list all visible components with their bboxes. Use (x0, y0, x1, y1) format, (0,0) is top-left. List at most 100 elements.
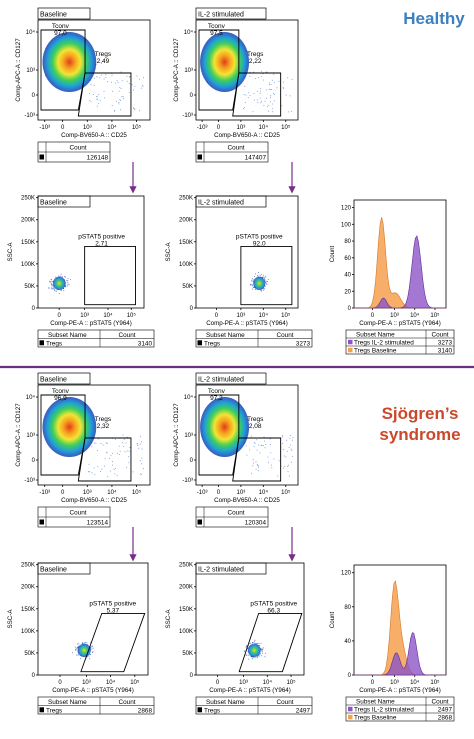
event-dot (99, 99, 101, 101)
tregs-percent: 2,49 (97, 58, 110, 65)
pstat5-positive-label: pSTAT5 positive (78, 234, 125, 241)
density-blob (200, 32, 250, 92)
event-dot (245, 646, 247, 648)
table-header-count: Count (118, 332, 135, 339)
event-dot (261, 100, 263, 102)
event-dot (120, 88, 122, 89)
event-dot (263, 436, 265, 438)
event-dot (263, 288, 265, 290)
plot-title: IL-2 stimulated (198, 12, 244, 19)
event-dot (143, 77, 145, 79)
plot-title-box (195, 372, 267, 385)
x-tick-label: 10⁴ (259, 489, 269, 496)
event-dot (288, 475, 290, 477)
event-dot (287, 471, 289, 473)
legend-swatch-stimulated (348, 706, 353, 712)
event-dot (252, 111, 254, 113)
event-dot (97, 466, 99, 468)
event-dot (257, 90, 259, 92)
event-dot (112, 90, 114, 92)
event-dot (48, 287, 50, 289)
table-count-value: 2497 (296, 707, 311, 714)
event-dot (264, 447, 266, 449)
y-axis-label: Comp-APC-A :: CD127 (15, 38, 22, 102)
event-dot (114, 473, 116, 475)
event-dot (108, 457, 110, 459)
event-dot (126, 466, 127, 468)
event-dot (49, 280, 51, 282)
event-dot (70, 279, 71, 281)
event-dot (95, 442, 97, 444)
event-dot (260, 290, 262, 292)
event-dot (103, 90, 105, 92)
event-dot (284, 455, 286, 457)
tconv-percent: 97,5 (210, 30, 223, 37)
event-dot (264, 100, 266, 102)
y-tick-label: 0 (190, 93, 194, 99)
event-dot (282, 87, 284, 89)
event-dot (55, 276, 57, 278)
event-dot (291, 78, 293, 80)
event-dot (106, 451, 108, 453)
y-tick-label: 200K (179, 218, 193, 224)
table-header-count: Count (69, 510, 86, 517)
x-axis-label: Comp-PE-A :: pSTAT5 (Y964) (50, 320, 132, 327)
event-dot (134, 108, 136, 110)
event-dot (126, 75, 128, 77)
plot-frame (37, 562, 149, 676)
y-tick-label: 10⁴ (184, 394, 194, 401)
plot-title: IL-2 stimulated (198, 377, 244, 384)
event-dot (120, 71, 122, 73)
table-header-count: Count (69, 145, 86, 152)
event-dot (58, 275, 60, 277)
tregs-label: Tregs (95, 416, 112, 423)
event-dot (101, 74, 103, 76)
event-dot (285, 94, 287, 96)
event-dot (290, 444, 291, 446)
event-dot (268, 104, 270, 106)
event-dot (109, 470, 111, 472)
event-dot (67, 285, 69, 287)
table-header-subset: Subset Name (48, 699, 87, 706)
event-dot (96, 105, 98, 107)
event-dot (258, 466, 259, 468)
event-dot (259, 452, 261, 454)
event-dot (243, 651, 245, 652)
event-dot (270, 444, 272, 446)
group-title-sjogren-line1: Sjögren’s (382, 404, 459, 423)
pstat5-gate (240, 245, 293, 306)
x-tick-label: 0 (58, 313, 62, 319)
y-tick-label: 40 (344, 639, 351, 645)
pstat5-positive-percent: 92,0 (253, 241, 266, 248)
event-dot (131, 84, 133, 86)
event-dot (248, 654, 250, 656)
event-dot (89, 658, 91, 660)
y-tick-label: -10³ (24, 113, 35, 119)
event-dot (81, 642, 83, 644)
y-axis-label: SSC-A (7, 609, 14, 629)
event-dot (276, 87, 278, 89)
event-dot (80, 657, 82, 659)
event-dot (286, 450, 288, 452)
tconv-label: Tconv (52, 388, 70, 395)
event-dot (141, 448, 143, 450)
event-dot (66, 279, 68, 281)
x-tick-label: -10³ (197, 125, 208, 131)
x-tick-label: 10³ (83, 490, 92, 496)
x-axis-label: Comp-PE-A :: pSTAT5 (Y964) (209, 687, 291, 694)
row-marker (39, 519, 44, 525)
y-tick-label: 10⁴ (184, 29, 194, 36)
event-dot (263, 105, 265, 107)
x-tick-label: 0 (215, 313, 219, 319)
x-tick-label: 0 (371, 313, 375, 319)
event-dot (113, 468, 115, 470)
event-dot (282, 442, 284, 444)
tregs-label: Tregs (247, 51, 264, 58)
event-dot (261, 76, 263, 78)
event-dot (266, 283, 268, 285)
event-dot (247, 97, 249, 99)
event-dot (128, 456, 130, 458)
event-dot (244, 107, 245, 109)
event-dot (257, 469, 259, 471)
event-dot (139, 473, 141, 475)
